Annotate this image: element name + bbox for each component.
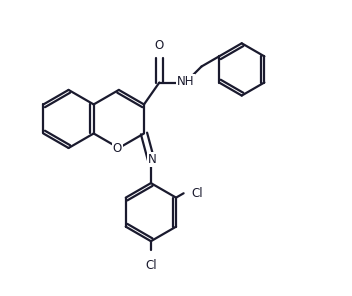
Text: Cl: Cl bbox=[192, 187, 203, 200]
Text: O: O bbox=[155, 39, 164, 52]
Text: NH: NH bbox=[177, 75, 194, 88]
Text: N: N bbox=[148, 153, 157, 166]
Text: Cl: Cl bbox=[145, 259, 157, 272]
Text: O: O bbox=[113, 141, 122, 155]
